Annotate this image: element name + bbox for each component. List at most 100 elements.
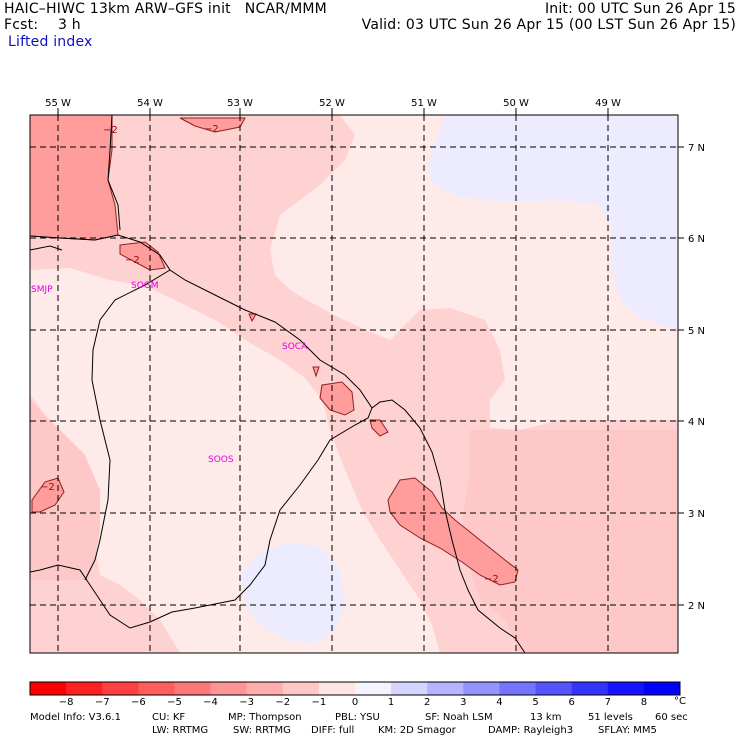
colorbar-tick-label: 4 xyxy=(496,697,502,708)
border-west xyxy=(84,269,171,581)
colorbar-swatch xyxy=(499,682,537,695)
lat-label: 5 N xyxy=(688,326,705,337)
footer-item: KM: 2D Smagor xyxy=(378,725,456,736)
footer-item: 13 km xyxy=(530,712,562,723)
colorbar-swatch xyxy=(355,682,392,695)
colorbar-tick-label: −7 xyxy=(95,697,110,708)
forecast-label: Fcst: xyxy=(4,17,39,33)
lon-label: 50 W xyxy=(503,98,529,109)
colorbar-swatch xyxy=(571,682,609,695)
contour-label: −2 xyxy=(204,124,219,135)
footer-item: SFLAY: MM5 xyxy=(598,725,657,736)
footer-item: SW: RRTMG xyxy=(233,725,291,736)
lat-label: 6 N xyxy=(688,234,705,245)
colorbar-swatch xyxy=(535,682,573,695)
footer-item: CU: KF xyxy=(152,712,186,723)
colorbar-tick-label: 3 xyxy=(460,697,466,708)
colorbar-swatch xyxy=(102,682,139,695)
colorbar-swatch xyxy=(607,682,645,695)
lat-label: 3 N xyxy=(688,509,705,520)
negative-contour-socaa xyxy=(319,381,355,416)
colorbar-unit: °C xyxy=(674,696,686,707)
colorbar-swatch xyxy=(138,682,175,695)
colorbar-tick-label: −2 xyxy=(275,697,290,708)
footer-item: Model Info: V3.6.1 xyxy=(30,712,121,723)
contour-label: −2 xyxy=(103,125,118,136)
colorbar-tick-label: 0 xyxy=(352,697,358,708)
colorbar-swatch xyxy=(66,682,103,695)
colorbar-tick-label: 7 xyxy=(605,697,611,708)
lon-label: 51 W xyxy=(411,98,437,109)
station-label: SOCA xyxy=(282,342,308,352)
colorbar-swatch xyxy=(318,682,356,695)
footer-item: DAMP: Rayleigh3 xyxy=(488,725,574,736)
colorbar-swatch xyxy=(643,682,681,695)
lat-label: 4 N xyxy=(688,417,705,428)
lon-label: 52 W xyxy=(319,98,345,109)
colorbar-swatch xyxy=(174,682,212,695)
lat-label: 7 N xyxy=(688,143,705,154)
colorbar-ticks: −8 −7 −6 −5 −4 −3 −2 −1 0 1 2 3 4 5 6 7 8 xyxy=(59,697,647,708)
negative-contour-north xyxy=(179,117,246,133)
colorbar-tick-label: −1 xyxy=(312,697,327,708)
field-name: Lifted index xyxy=(8,34,93,50)
pale-region-interior xyxy=(30,268,440,653)
lon-label: 53 W xyxy=(227,98,253,109)
lon-label: 49 W xyxy=(595,98,621,109)
colorbar-tick-label: −5 xyxy=(167,697,182,708)
negative-contour-small xyxy=(369,419,389,437)
border-suriname-fguiana xyxy=(30,407,373,629)
small-marker-1 xyxy=(248,313,257,323)
colorbar-tick-label: 8 xyxy=(641,697,647,708)
footer-item: DIFF: full xyxy=(311,725,355,736)
colorbar-tick-label: 5 xyxy=(532,697,538,708)
colorbar-tick-label: −3 xyxy=(239,697,254,708)
coastline xyxy=(30,234,526,653)
graticule xyxy=(30,115,678,653)
map-frame xyxy=(29,114,679,654)
lon-label: 55 W xyxy=(45,98,71,109)
lavender-region-interior xyxy=(240,542,345,643)
forecast-hour: 3 h xyxy=(58,17,81,33)
lon-label: 54 W xyxy=(137,98,163,109)
colorbar-swatch xyxy=(246,682,284,695)
colorbar-swatch xyxy=(391,682,428,695)
station-label: SMJP xyxy=(31,285,53,295)
small-marker-2 xyxy=(312,366,320,378)
contour-label: −2 xyxy=(125,255,140,266)
colorbar-swatch xyxy=(282,682,320,695)
colorbar-swatch xyxy=(210,682,248,695)
colorbar-tick-label: 1 xyxy=(388,697,394,708)
station-label: SOGM xyxy=(131,281,159,291)
colorbar-tick-label: −4 xyxy=(203,697,218,708)
footer-item: 51 levels xyxy=(588,712,633,723)
init-time: Init: 00 UTC Sun 26 Apr 15 xyxy=(544,1,736,17)
negative-contour-west xyxy=(31,477,65,513)
footer-item: PBL: YSU xyxy=(335,712,380,723)
footer-item: SF: Noah LSM xyxy=(425,712,493,723)
contour-label: −2 xyxy=(484,574,499,585)
border-brazil xyxy=(107,115,121,231)
model-title: HAIC–HIWC 13km ARW–GFS init NCAR/MMM xyxy=(4,1,327,17)
colorbar-swatch xyxy=(463,682,500,695)
footer-item: MP: Thompson xyxy=(228,712,302,723)
pink-region-southwest xyxy=(30,400,100,580)
negative-contour-coast xyxy=(119,241,166,271)
colorbar-tick-label: 2 xyxy=(424,697,430,708)
pink-region-southeast xyxy=(460,430,678,653)
lavender-region-northeast xyxy=(428,115,678,330)
colorbar-tick-label: 6 xyxy=(568,697,574,708)
footer-item: 60 sec xyxy=(655,712,688,723)
colorbar-swatch xyxy=(30,682,67,695)
station-label: SOOS xyxy=(208,455,234,465)
contour-label: −2 xyxy=(40,482,55,493)
colorbar-tick-label: −8 xyxy=(59,697,74,708)
valid-time: Valid: 03 UTC Sun 26 Apr 15 (00 LST Sun … xyxy=(361,17,736,33)
colorbar-tick-label: −6 xyxy=(131,697,146,708)
lat-label: 2 N xyxy=(688,601,705,612)
colorbar-frame xyxy=(29,681,681,696)
colorbar xyxy=(29,681,681,696)
colorbar-swatch xyxy=(427,682,464,695)
footer-item: LW: RRTMG xyxy=(152,725,209,736)
